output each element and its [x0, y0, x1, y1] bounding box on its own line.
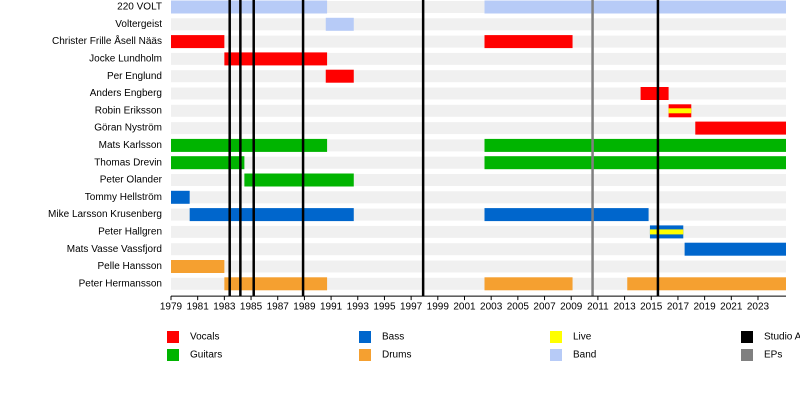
bar — [484, 277, 573, 291]
legend-label: Drums — [382, 350, 411, 361]
x-tick-label: 1979 — [160, 302, 183, 313]
bar — [484, 138, 786, 152]
legend-label: Guitars — [190, 350, 222, 361]
row-label: Voltergeist — [115, 19, 162, 30]
row-background — [171, 18, 786, 31]
legend-label: Vocals — [190, 332, 219, 343]
row-label: Mats Karlsson — [99, 140, 162, 151]
legend-swatch — [741, 331, 753, 343]
legend-label: Studio Albums — [764, 332, 800, 343]
row-background — [171, 225, 786, 238]
x-tick-label: 2023 — [747, 302, 770, 313]
row-label: Jocke Lundholm — [89, 54, 162, 65]
legend-label: Bass — [382, 332, 404, 343]
x-tick-label: 2005 — [507, 302, 530, 313]
row-label: Mike Larsson Krusenberg — [48, 209, 162, 220]
bar — [640, 87, 669, 100]
bar — [325, 69, 354, 83]
legend-swatch — [359, 349, 371, 361]
bar — [171, 0, 328, 14]
row-label: Thomas Drevin — [94, 157, 162, 168]
row-background — [171, 70, 786, 83]
bar — [695, 121, 786, 135]
row-label: Peter Hermansson — [79, 278, 162, 289]
bar — [484, 208, 649, 222]
row-label: Christer Frille Åsell Nääs — [52, 34, 162, 47]
bar — [171, 35, 225, 49]
legend-swatch — [550, 349, 562, 361]
x-tick-label: 1983 — [213, 302, 236, 313]
live-stripe — [668, 108, 692, 114]
row-background — [171, 104, 786, 117]
legend-swatch — [167, 331, 179, 343]
row-label: Peter Hallgren — [98, 227, 162, 238]
x-tick-label: 1991 — [320, 302, 343, 313]
row-label: Tommy Hellström — [85, 192, 162, 203]
bar — [484, 0, 786, 14]
legend-label: EPs — [764, 350, 782, 361]
x-tick-label: 2015 — [640, 302, 663, 313]
x-tick-label: 1981 — [187, 302, 210, 313]
x-tick-label: 2019 — [693, 302, 716, 313]
row-background — [171, 243, 786, 256]
bar — [627, 277, 786, 291]
row-background — [171, 87, 786, 100]
bar — [189, 208, 354, 222]
legend-swatch — [167, 349, 179, 361]
row-label: Anders Engberg — [90, 88, 162, 99]
x-tick-label: 2007 — [533, 302, 556, 313]
bar — [171, 138, 328, 152]
x-tick-label: 1995 — [373, 302, 396, 313]
bar — [684, 242, 786, 256]
x-tick-label: 1999 — [427, 302, 450, 313]
row-label: Göran Nyström — [94, 123, 162, 134]
legend-swatch — [741, 349, 753, 361]
x-tick-label: 1985 — [240, 302, 263, 313]
row-label: Robin Eriksson — [95, 105, 162, 116]
legend-label: Live — [573, 332, 592, 343]
row-background — [171, 260, 786, 273]
x-tick-label: 2013 — [613, 302, 636, 313]
bar — [224, 277, 328, 291]
x-tick-label: 2009 — [560, 302, 583, 313]
row-label: Pelle Hansson — [98, 261, 162, 272]
x-tick-label: 1987 — [267, 302, 290, 313]
bar — [325, 17, 354, 31]
legend-label: Band — [573, 350, 596, 361]
x-tick-label: 2003 — [480, 302, 503, 313]
live-stripe — [649, 229, 684, 235]
row-background — [171, 191, 786, 204]
row-background — [171, 35, 786, 48]
bar — [484, 35, 573, 49]
row-label: Mats Vasse Vassfjord — [67, 244, 162, 255]
x-tick-label: 1989 — [293, 302, 316, 313]
bar — [224, 52, 328, 66]
x-tick-label: 2011 — [587, 302, 609, 313]
row-label: Peter Olander — [100, 175, 163, 186]
bar — [171, 156, 245, 170]
legend-swatch — [550, 331, 562, 343]
bar — [171, 260, 225, 273]
x-tick-label: 1993 — [347, 302, 370, 313]
row-label: Per Englund — [107, 71, 162, 82]
x-tick-label: 2001 — [453, 302, 476, 313]
row-background — [171, 122, 786, 135]
legend-swatch — [359, 331, 371, 343]
x-tick-label: 2017 — [667, 302, 690, 313]
bar — [171, 190, 190, 204]
x-tick-label: 1997 — [400, 302, 423, 313]
bar — [484, 156, 786, 170]
bar — [244, 173, 354, 187]
x-tick-label: 2021 — [720, 302, 743, 313]
row-label: 220 VOLT — [117, 2, 162, 13]
